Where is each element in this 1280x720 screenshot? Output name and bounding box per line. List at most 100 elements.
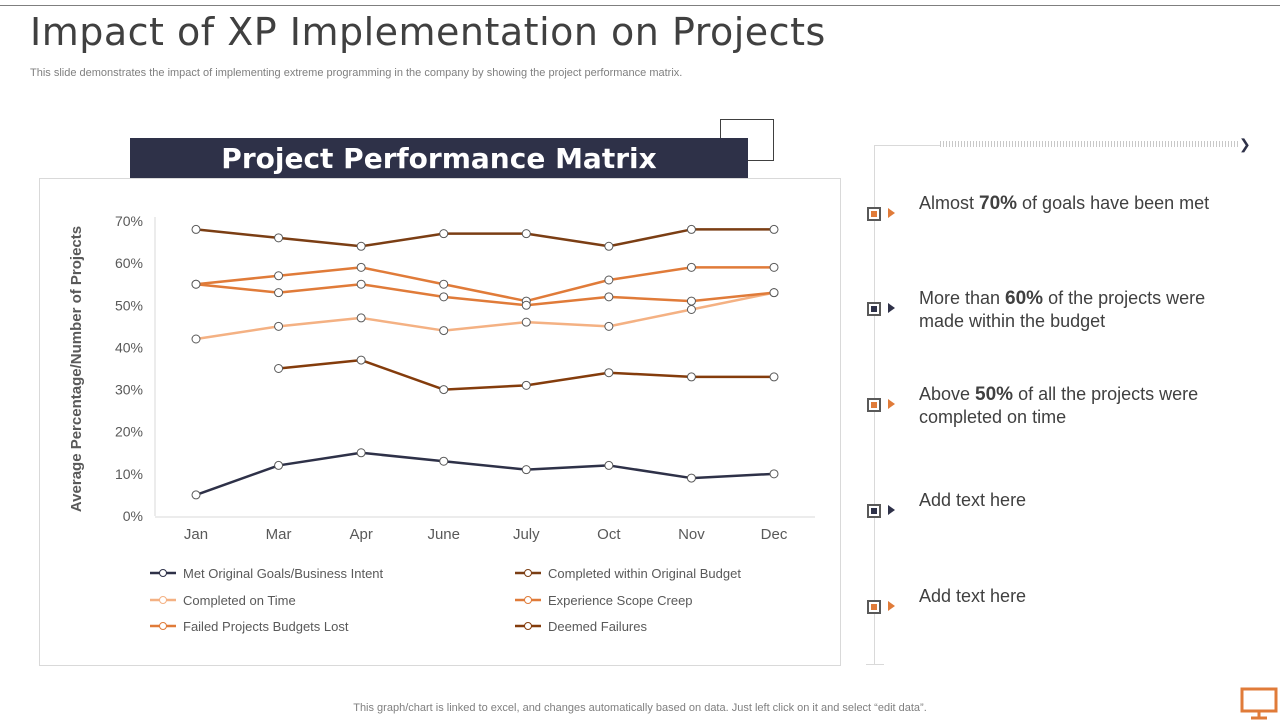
data-point — [769, 288, 779, 298]
legend-label: Completed within Original Budget — [548, 566, 741, 581]
x-tick-label: Mar — [266, 526, 292, 543]
data-point — [439, 456, 449, 466]
y-tick-label: 30% — [115, 382, 143, 398]
arrow-right-icon — [888, 601, 895, 611]
data-point — [521, 317, 531, 327]
x-tick-label: July — [513, 526, 540, 543]
series-line — [195, 228, 774, 248]
legend-label: Deemed Failures — [548, 619, 647, 634]
key-point-lead: Add text here — [919, 490, 1027, 510]
data-point — [356, 279, 366, 289]
y-axis-label: Average Percentage/Number of Projects — [68, 226, 85, 512]
data-point — [439, 279, 449, 289]
key-point-lead: Almost — [919, 193, 980, 213]
key-point-figure: 50% — [975, 384, 1014, 405]
data-point — [439, 292, 449, 302]
data-point — [274, 233, 284, 243]
data-point — [274, 321, 284, 331]
data-point — [191, 224, 201, 234]
data-point — [356, 313, 366, 323]
data-point — [604, 368, 614, 378]
square-bullet-icon — [867, 600, 895, 614]
square-bullet-icon — [867, 504, 895, 518]
data-point — [604, 460, 614, 470]
top-rule — [0, 5, 1280, 6]
x-tick-label: Nov — [678, 526, 705, 543]
legend-label: Experience Scope Creep — [548, 593, 693, 608]
chart-banner: Project Performance Matrix — [130, 138, 748, 178]
legend-swatch-point — [524, 596, 532, 604]
key-point-lead: Above — [919, 384, 976, 404]
data-point — [191, 334, 201, 344]
data-point — [521, 300, 531, 310]
key-point-tail: of the projects were made within the bud… — [919, 288, 1206, 331]
y-tick-label: 40% — [115, 339, 143, 355]
timeline-top-line — [874, 145, 944, 146]
data-point — [521, 229, 531, 239]
x-tick-label: Dec — [761, 526, 788, 543]
x-tick-label: Oct — [597, 526, 621, 543]
data-point — [356, 262, 366, 272]
key-point-text: Add text here — [919, 585, 1219, 608]
y-tick-label: 70% — [115, 213, 143, 229]
y-tick-label: 50% — [115, 297, 143, 313]
arrow-right-icon — [888, 399, 895, 409]
key-point-text: Almost 70% of goals have been met — [919, 192, 1219, 215]
square-bullet-icon — [867, 207, 895, 221]
data-point — [604, 275, 614, 285]
key-point-tail: of all the projects were completed on ti… — [919, 384, 1199, 427]
square-bullet-icon — [867, 302, 895, 316]
data-point — [191, 490, 201, 500]
arrow-right-icon: ❯ — [1239, 136, 1251, 152]
data-point — [274, 271, 284, 281]
data-point — [439, 229, 449, 239]
data-point — [686, 224, 696, 234]
data-point — [604, 292, 614, 302]
legend-swatch-point — [159, 569, 167, 577]
legend-swatch-point — [524, 622, 532, 630]
data-point — [191, 279, 201, 289]
data-point — [439, 385, 449, 395]
data-point — [356, 241, 366, 251]
data-point — [274, 460, 284, 470]
series-line — [195, 291, 775, 341]
data-point — [521, 465, 531, 475]
data-point — [686, 262, 696, 272]
y-tick-label: 20% — [115, 424, 143, 440]
key-point-tail: of goals have been met — [1017, 193, 1210, 213]
y-tick-label: 10% — [115, 466, 143, 482]
chart-frame — [39, 178, 841, 666]
dotted-arrow-track — [940, 141, 1240, 147]
page-title: Impact of XP Implementation on Projects — [30, 10, 826, 54]
page-subtitle: This slide demonstrates the impact of im… — [30, 67, 683, 79]
data-point — [356, 355, 366, 365]
data-point — [439, 326, 449, 336]
footer-note: This graph/chart is linked to excel, and… — [353, 702, 927, 714]
y-tick-label: 0% — [123, 508, 143, 524]
key-point-lead: Add text here — [919, 586, 1027, 606]
series-line — [195, 451, 775, 497]
legend-swatch-point — [159, 596, 167, 604]
legend-label: Failed Projects Budgets Lost — [183, 619, 349, 634]
data-point — [274, 288, 284, 298]
key-point-text: Add text here — [919, 489, 1219, 512]
legend-swatch-point — [524, 569, 532, 577]
legend-swatch-point — [159, 622, 167, 630]
data-point — [769, 224, 779, 234]
data-point — [769, 372, 779, 382]
data-point — [604, 241, 614, 251]
arrow-right-icon — [888, 208, 895, 218]
data-point — [769, 469, 779, 479]
monitor-icon[interactable] — [1240, 687, 1278, 720]
key-point-text: More than 60% of the projects were made … — [919, 287, 1219, 333]
x-tick-label: Jan — [184, 526, 208, 543]
data-point — [356, 448, 366, 458]
data-point — [769, 262, 779, 272]
key-point-lead: More than — [919, 288, 1006, 308]
legend-label: Met Original Goals/Business Intent — [183, 566, 384, 581]
timeline-bottom-tick — [866, 664, 884, 665]
y-tick-label: 60% — [115, 255, 143, 271]
key-point-figure: 60% — [1005, 288, 1044, 309]
key-point-text: Above 50% of all the projects were compl… — [919, 383, 1219, 429]
